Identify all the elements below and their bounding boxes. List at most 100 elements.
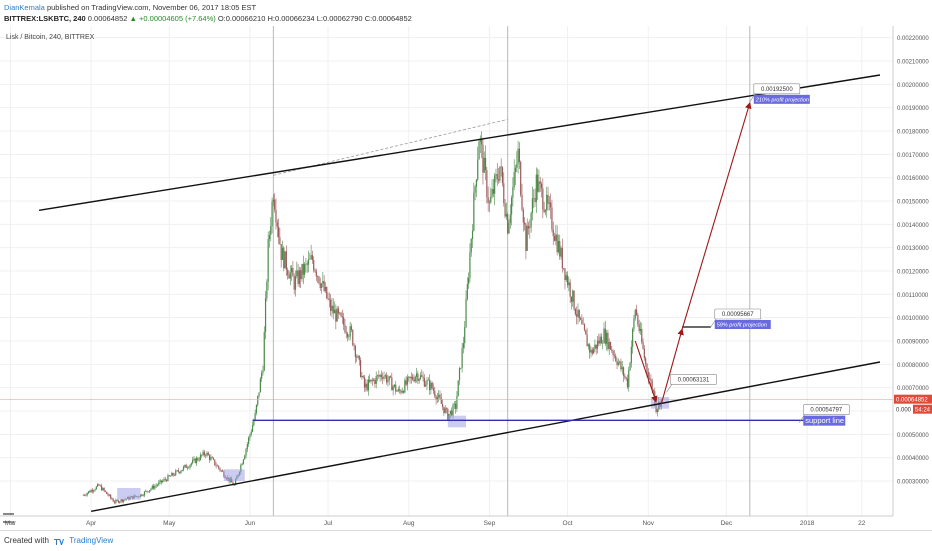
candle-body <box>522 209 524 223</box>
candle-body <box>186 467 189 469</box>
candle-body <box>487 197 489 203</box>
candle-body <box>395 384 397 392</box>
price-chart[interactable]: Lisk / Bitcoin, 240, BITTREX 0.00192500 2… <box>0 26 932 530</box>
candle-body <box>86 493 88 496</box>
candle-body <box>188 467 190 469</box>
candle-body <box>509 214 511 223</box>
candle-body <box>462 343 465 349</box>
candle-body <box>336 308 338 322</box>
chart-area[interactable]: Lisk / Bitcoin, 240, BITTREX 0.00192500 2… <box>0 26 932 530</box>
y-tick-label: 0.00140000 <box>897 223 929 229</box>
candle-body <box>552 229 554 237</box>
candle-body <box>279 237 281 245</box>
candle-body <box>181 469 183 472</box>
candle-body <box>324 286 327 291</box>
candle-body <box>501 167 504 184</box>
candle-body <box>436 397 438 400</box>
candle-body <box>524 222 526 225</box>
candle-body <box>271 201 273 227</box>
candle-body <box>565 275 567 281</box>
current-price-badge-text: 0.00064852 <box>896 398 928 404</box>
candle-body <box>192 459 194 464</box>
candle-body <box>449 410 452 415</box>
candle-body <box>194 458 196 464</box>
candle-body <box>625 377 627 379</box>
candle-body <box>634 309 636 319</box>
candle-body <box>405 380 407 385</box>
candle-body <box>600 336 603 344</box>
candle-body <box>173 475 176 476</box>
x-tick-label: Oct <box>563 520 573 527</box>
tradingview-brand[interactable]: TradingView <box>69 536 114 545</box>
x-tick-label: Apr <box>86 520 97 527</box>
candle-body <box>387 380 389 383</box>
candle-body <box>156 484 159 486</box>
candle-body <box>526 225 528 251</box>
candle-body <box>121 499 123 502</box>
candle-body <box>611 349 613 352</box>
candle-body <box>466 284 468 299</box>
candle-body <box>457 380 459 397</box>
candle-body <box>300 270 302 280</box>
candle-body <box>95 486 97 490</box>
candle-body <box>98 484 100 486</box>
candle-body <box>516 163 518 168</box>
candle-body <box>184 464 186 467</box>
candle-body <box>596 340 599 349</box>
candle-body <box>514 167 517 173</box>
candle-body <box>482 144 484 173</box>
candle-body <box>496 174 498 180</box>
candle-body <box>246 443 248 449</box>
annotation-leader <box>710 317 718 328</box>
candle-body <box>434 390 436 397</box>
candle-body <box>409 376 411 379</box>
candle-body <box>392 386 394 391</box>
y-tick-label: 0.00030000 <box>897 480 929 486</box>
candle-body <box>642 342 644 349</box>
candle-body <box>160 480 163 483</box>
candle-body <box>451 410 453 416</box>
candle-body <box>445 408 448 409</box>
annotation-price-box <box>670 374 717 385</box>
candle-body <box>620 361 622 370</box>
candle-body <box>441 403 444 407</box>
candle-body <box>365 383 367 388</box>
candle-body <box>141 494 143 496</box>
candle-body <box>628 370 630 388</box>
candle-body <box>432 388 435 391</box>
candle-body <box>370 379 372 382</box>
candle-body <box>147 491 149 493</box>
candle-body <box>233 485 235 486</box>
candle-body <box>633 318 635 329</box>
candle-body <box>577 309 579 317</box>
candle-body <box>456 396 458 409</box>
candle-body <box>249 434 251 438</box>
candle-body <box>576 314 578 317</box>
x-tick-label: Jul <box>324 520 333 527</box>
candle-body <box>301 263 303 280</box>
candle-body <box>578 309 580 319</box>
candle-body <box>423 377 425 387</box>
candle-body <box>626 378 629 388</box>
candle-body <box>349 326 351 337</box>
x-tick-label: Nov <box>642 520 654 527</box>
candle-body <box>426 380 428 385</box>
current-price-badge <box>894 394 932 404</box>
candle-body <box>294 276 297 290</box>
candle-body <box>378 375 380 377</box>
annotation-price-label: 0.00095667 <box>722 312 754 318</box>
candle-body <box>320 283 323 289</box>
candle-body <box>608 342 610 349</box>
candle-body <box>261 372 263 379</box>
candle-body <box>89 491 91 493</box>
candle-body <box>318 276 320 284</box>
candle-body <box>268 234 271 240</box>
author-link[interactable]: DianKemala <box>4 3 45 12</box>
candle-body <box>292 267 294 277</box>
candle-body <box>389 376 392 378</box>
candle-body <box>201 454 203 456</box>
y-tick-label: 0.00150000 <box>897 200 929 206</box>
candle-body <box>163 479 165 481</box>
candle-body <box>107 494 109 496</box>
candle-body <box>100 485 103 491</box>
